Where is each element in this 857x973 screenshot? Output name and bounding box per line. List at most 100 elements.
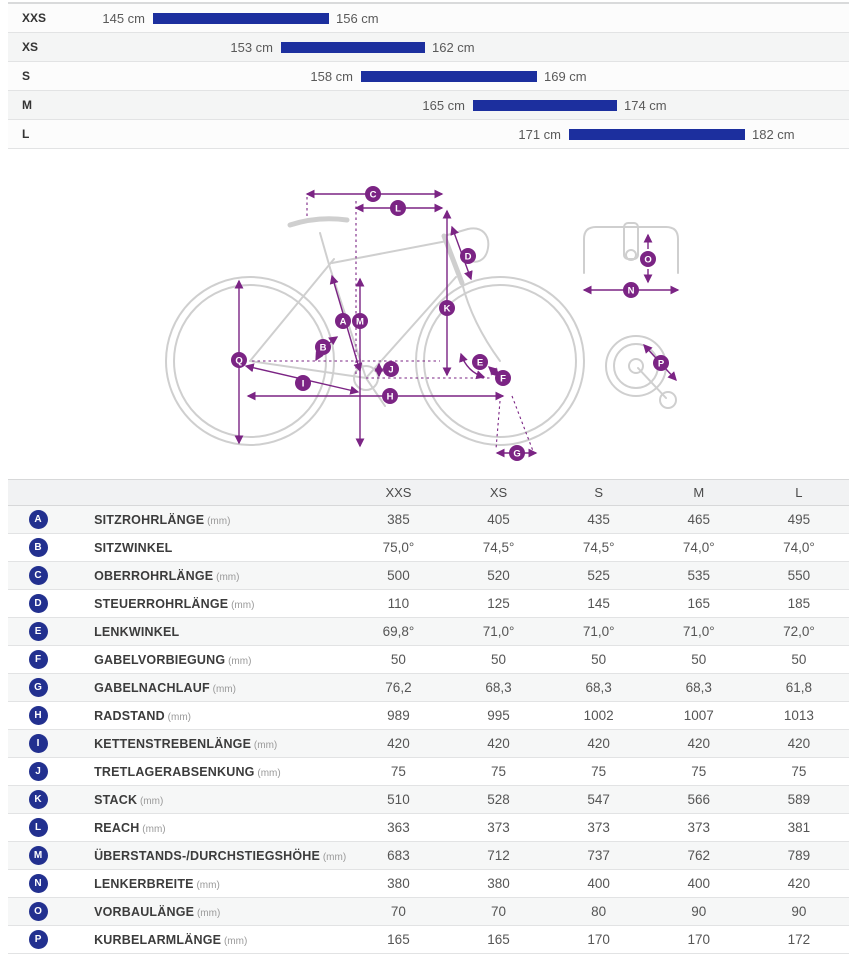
row-label-cell: VORBAULÄNGE (mm) (68, 897, 349, 926)
row-badge-cell: H (8, 701, 69, 730)
table-header-row: XXS XS S M L (8, 479, 849, 506)
diagram-label-a: A (335, 313, 351, 329)
geo-value: 50 (748, 645, 849, 674)
svg-text:C: C (370, 189, 377, 200)
crank-arm (365, 377, 386, 407)
size-label: L (22, 127, 30, 141)
geo-value: 165 (348, 925, 449, 954)
geo-value: 528 (448, 785, 549, 814)
row-label: KETTENSTREBENLÄNGE (94, 737, 252, 751)
height-range-bar (153, 13, 329, 24)
row-badge: L (28, 818, 48, 837)
geo-value: 500 (348, 561, 449, 590)
geo-value: 995 (448, 701, 549, 730)
row-badge-cell: G (8, 673, 69, 702)
geo-value: 762 (648, 841, 749, 870)
row-label-cell: TRETLAGERABSENKUNG (mm) (68, 757, 349, 786)
table-row-I: I KETTENSTREBENLÄNGE (mm) 420 420 420 420 420 (8, 729, 849, 758)
row-label: LENKERBREITE (94, 877, 194, 891)
size-row-S: S 158 cm 169 cm (8, 62, 849, 91)
svg-text:E: E (477, 357, 483, 368)
table-row-D: D STEUERROHRLÄNGE (mm) 110 125 145 165 185 (8, 589, 849, 618)
geo-value: 550 (748, 561, 849, 590)
fork (461, 282, 501, 362)
geo-value: 420 (748, 869, 849, 898)
column-header-XXS: XXS (348, 479, 449, 506)
row-unit: (mm) (228, 600, 255, 611)
row-label: STACK (94, 793, 138, 807)
geo-value: 68,3 (448, 673, 549, 702)
geo-value: 172 (748, 925, 849, 954)
column-header-S: S (548, 479, 649, 506)
svg-text:Q: Q (235, 355, 242, 366)
saddle (287, 216, 350, 228)
row-label: VORBAULÄNGE (94, 905, 195, 919)
geometry-page: XXS 145 cm 156 cm XS 153 cm 162 cm S 158 cm 169 … (0, 2, 857, 954)
row-badge: P (28, 930, 48, 949)
geo-value: 373 (648, 813, 749, 842)
svg-text:A: A (340, 316, 347, 327)
diagram-label-g: G (509, 445, 525, 461)
header-spacer-label (68, 479, 349, 506)
geo-value: 76,2 (348, 673, 449, 702)
table-row-P: P KURBELARMLÄNGE (mm) 165 165 170 170 172 (8, 925, 849, 954)
diagram-label-m: M (352, 313, 368, 329)
geo-value: 74,5° (448, 533, 549, 562)
geo-value: 165 (448, 925, 549, 954)
table-row-N: N LENKERBREITE (mm) 380 380 400 400 420 (8, 869, 849, 898)
row-label-cell: LENKWINKEL (68, 617, 349, 646)
size-row-XS: XS 153 cm 162 cm (8, 33, 849, 62)
diagram-label-o: O (640, 251, 656, 267)
geo-value: 420 (448, 729, 549, 758)
row-badge-cell: P (8, 925, 69, 954)
frame (249, 216, 501, 407)
row-badge: H (28, 706, 48, 725)
row-unit: (mm) (164, 712, 191, 723)
geo-value: 510 (348, 785, 449, 814)
geo-value: 50 (448, 645, 549, 674)
geo-value: 90 (748, 897, 849, 926)
row-label-cell: STACK (mm) (68, 785, 349, 814)
geo-value: 74,0° (748, 533, 849, 562)
column-header-XS: XS (448, 479, 549, 506)
row-badge: M (28, 846, 48, 865)
max-height-label: 174 cm (624, 98, 667, 113)
geo-value: 405 (448, 505, 549, 534)
row-label: OBERROHRLÄNGE (94, 569, 214, 583)
column-header-M: M (648, 479, 749, 506)
geo-value: 75 (748, 757, 849, 786)
svg-text:H: H (387, 391, 394, 402)
min-height-label: 165 cm (422, 98, 465, 113)
row-label: LENKWINKEL (94, 625, 180, 639)
row-unit: (mm) (194, 908, 221, 919)
row-badge-cell: F (8, 645, 69, 674)
row-label: SITZWINKEL (94, 541, 173, 555)
svg-text:L: L (395, 203, 401, 214)
row-label-cell: SITZWINKEL (68, 533, 349, 562)
geometry-table: XXS XS S M L A SITZROHRLÄNGE (mm) 385 405 435 465… (8, 479, 849, 954)
row-unit: (mm) (209, 684, 236, 695)
row-label-cell: ÜBERSTANDS-/DURCHSTIEGSHÖHE (mm) (68, 841, 349, 870)
geo-value: 80 (548, 897, 649, 926)
row-unit: (mm) (137, 796, 164, 807)
drop-handlebar (467, 227, 490, 263)
geo-value: 75,0° (348, 533, 449, 562)
row-label: TRETLAGERABSENKUNG (94, 765, 255, 779)
table-row-H: H RADSTAND (mm) 989 995 1002 1007 1013 (8, 701, 849, 730)
geo-value: 145 (548, 589, 649, 618)
table-row-C: C OBERROHRLÄNGE (mm) 500 520 525 535 550 (8, 561, 849, 590)
geo-value: 72,0° (748, 617, 849, 646)
row-unit: (mm) (193, 880, 220, 891)
geo-value: 74,5° (548, 533, 649, 562)
row-badge: I (28, 734, 48, 753)
height-range-bar (473, 100, 617, 111)
geo-value: 90 (648, 897, 749, 926)
diagram-label-n: N (623, 282, 639, 298)
row-badge: E (28, 622, 48, 641)
svg-text:I: I (302, 378, 305, 389)
diagram-label-b: B (315, 339, 331, 355)
crankset-view (605, 335, 677, 409)
geo-value: 566 (648, 785, 749, 814)
min-height-label: 153 cm (230, 40, 273, 55)
geo-value: 989 (348, 701, 449, 730)
